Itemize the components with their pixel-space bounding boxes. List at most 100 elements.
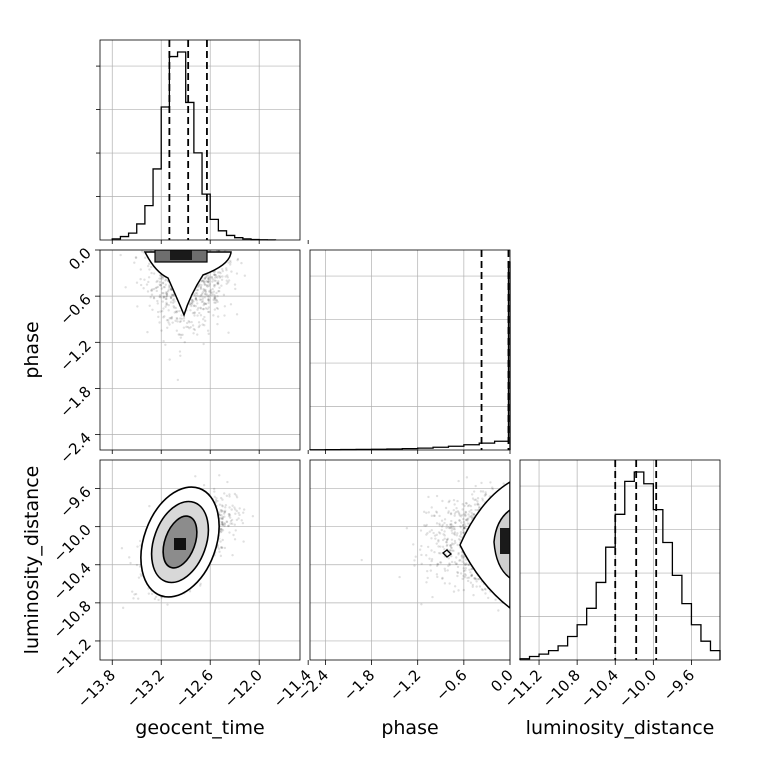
sample-point xyxy=(230,508,233,511)
sample-point xyxy=(448,499,451,503)
sample-point xyxy=(450,523,453,526)
sample-point xyxy=(204,302,208,306)
sample-point xyxy=(153,597,157,601)
sample-point xyxy=(460,536,463,539)
panels-layer xyxy=(96,39,721,661)
sample-point xyxy=(494,598,497,601)
sample-point xyxy=(198,311,201,315)
sample-point xyxy=(462,526,466,530)
sample-point xyxy=(221,517,224,520)
sample-point xyxy=(236,257,240,261)
sample-point xyxy=(231,553,234,557)
sample-point xyxy=(220,528,223,531)
x-tick-label-geocent_time: −13.8 xyxy=(74,666,119,711)
sample-point xyxy=(224,509,227,513)
sample-point xyxy=(169,317,173,320)
sample-point xyxy=(360,558,363,562)
sample-point xyxy=(458,558,462,562)
sample-point xyxy=(237,511,240,515)
sample-point xyxy=(202,307,205,311)
sample-point xyxy=(430,549,433,552)
sample-point xyxy=(208,275,211,279)
sample-point xyxy=(450,523,453,526)
sample-point xyxy=(161,277,165,280)
sample-point xyxy=(150,293,154,296)
sample-point xyxy=(436,575,439,579)
sample-point xyxy=(461,503,464,506)
sample-point xyxy=(165,295,168,299)
sample-point xyxy=(211,280,214,283)
panel-frame xyxy=(99,459,301,661)
sample-point xyxy=(453,528,456,531)
sample-point xyxy=(220,523,224,526)
sample-point xyxy=(464,567,468,570)
sample-point xyxy=(428,530,431,533)
sample-point xyxy=(217,290,220,293)
sample-point xyxy=(440,525,444,528)
sample-point xyxy=(156,285,160,289)
sample-point xyxy=(213,285,216,288)
sample-point xyxy=(171,294,174,297)
x-tick-label-phase: −1.8 xyxy=(340,666,378,704)
sample-point xyxy=(473,498,476,502)
sample-point xyxy=(161,291,164,295)
sample-point xyxy=(173,311,176,314)
sample-point xyxy=(199,307,203,310)
sample-point xyxy=(169,287,173,291)
sample-point xyxy=(242,511,245,514)
sample-point xyxy=(223,510,227,514)
sample-point xyxy=(159,310,162,313)
sample-point xyxy=(177,333,180,336)
sample-point xyxy=(165,301,168,305)
sample-point xyxy=(457,553,460,556)
histogram-outline xyxy=(519,471,721,660)
sample-point xyxy=(439,545,442,548)
sample-point xyxy=(465,518,468,522)
sample-point xyxy=(192,332,195,335)
sample-point xyxy=(227,512,231,516)
sample-point xyxy=(194,297,198,300)
sample-point xyxy=(223,523,227,526)
sample-point xyxy=(216,499,219,503)
sample-point xyxy=(472,577,476,580)
sample-point xyxy=(178,350,182,353)
sample-point xyxy=(135,281,139,284)
sample-point xyxy=(453,585,457,588)
sample-point xyxy=(204,275,208,279)
sample-point xyxy=(220,520,224,524)
sample-point xyxy=(468,568,471,571)
sample-point xyxy=(480,481,483,485)
sample-point xyxy=(457,538,461,541)
sample-point xyxy=(168,317,171,320)
sample-point xyxy=(167,321,170,324)
sample-point xyxy=(225,520,228,523)
sample-point xyxy=(152,297,156,300)
sample-point xyxy=(192,304,196,308)
sample-point xyxy=(170,315,174,319)
sample-point xyxy=(465,502,468,505)
sample-point xyxy=(216,282,220,286)
sample-point xyxy=(140,250,144,253)
xlabel-phase: phase xyxy=(381,717,438,739)
sample-point xyxy=(425,511,428,515)
sample-point xyxy=(458,519,461,522)
sample-point xyxy=(172,305,175,308)
sample-point xyxy=(225,494,229,498)
sample-point xyxy=(432,514,436,517)
sample-point xyxy=(412,543,415,546)
sample-point xyxy=(463,504,466,507)
sample-point xyxy=(167,318,170,322)
x-tick-label-luminosity_distance: −10.0 xyxy=(615,666,660,711)
sample-point xyxy=(164,305,167,308)
sample-point xyxy=(165,319,169,322)
sample-point xyxy=(217,547,221,551)
sample-point xyxy=(435,510,438,513)
sample-point xyxy=(192,327,196,331)
sample-point xyxy=(204,307,208,310)
sample-point xyxy=(437,531,441,534)
sample-point xyxy=(224,506,227,509)
sample-point xyxy=(191,324,195,327)
sample-point xyxy=(188,302,192,305)
sample-point xyxy=(134,592,138,596)
sample-point xyxy=(223,521,226,525)
